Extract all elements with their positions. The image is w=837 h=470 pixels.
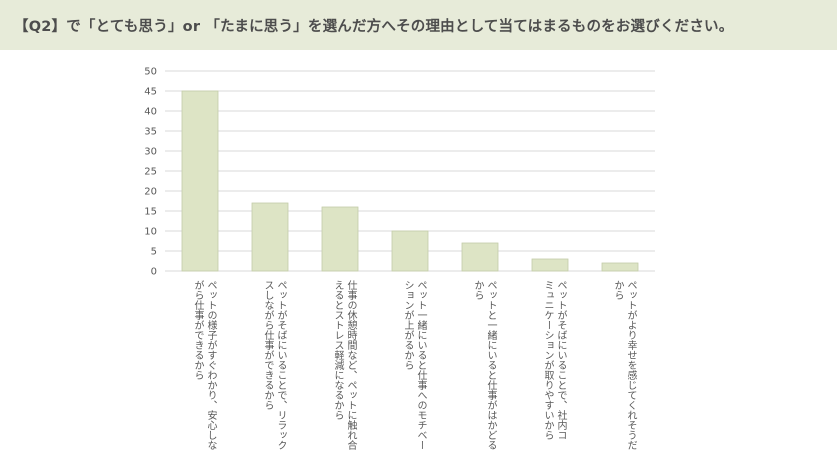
category-label-line: スしながら仕事ができるから xyxy=(262,280,274,410)
category-label-line: えるとストレス軽減になるから xyxy=(332,280,344,420)
category-label-line: ペットがそばにいることで、社内コ xyxy=(555,280,567,440)
category-label-line: ペットの様子がすぐわかり、安心しな xyxy=(205,280,217,450)
y-tick-label: 20 xyxy=(144,187,157,198)
y-tick-label: 10 xyxy=(144,227,157,238)
y-tick-label: 0 xyxy=(151,267,157,278)
category-label-line: 仕事の休憩時間など、ペットに触れ合 xyxy=(345,279,357,451)
category-label-line: がら仕事ができるから xyxy=(192,279,204,380)
category-label-line: ペットと一緒にいると仕事がはかどる xyxy=(485,280,497,450)
question-title: 【Q2】で「とても思う」or 「たまに思う」を選んだ方へその理由として当てはまる… xyxy=(14,18,734,35)
y-tick-label: 30 xyxy=(144,147,157,158)
bar xyxy=(181,90,219,272)
bar-chart: 0 5 10 15 20 25 30 35 40 45 50 ペットの様子がすぐわかり、安心しながら仕… xyxy=(144,67,655,451)
category-label-line: ペットがより幸せを感じてくれそうだ xyxy=(625,280,637,450)
bar xyxy=(391,230,429,272)
category-label-line: ペットがそばにいることで、リラック xyxy=(275,280,287,450)
question-header: 【Q2】で「とても思う」or 「たまに思う」を選んだ方へその理由として当てはまる… xyxy=(0,0,837,50)
category-label-line: から xyxy=(472,280,484,300)
category-label-line: から xyxy=(612,280,624,300)
y-tick-label: 25 xyxy=(144,167,157,178)
y-tick-label: 40 xyxy=(144,107,157,118)
bar xyxy=(251,202,289,272)
bar xyxy=(321,206,359,272)
y-tick-label: 50 xyxy=(144,67,157,78)
category-label-line: ションが上がるから xyxy=(402,280,414,370)
y-tick-label: 45 xyxy=(144,87,157,98)
category-label-line: ペット一緒にいると仕事へのモチベー xyxy=(415,280,427,450)
y-tick-label: 35 xyxy=(144,127,157,138)
bar xyxy=(531,258,569,272)
y-tick-label: 15 xyxy=(144,207,157,218)
y-tick-label: 5 xyxy=(151,247,157,258)
bar xyxy=(601,262,639,272)
bar xyxy=(461,242,499,272)
category-label-line: ミュニケーションが取りやすいから xyxy=(542,280,554,440)
